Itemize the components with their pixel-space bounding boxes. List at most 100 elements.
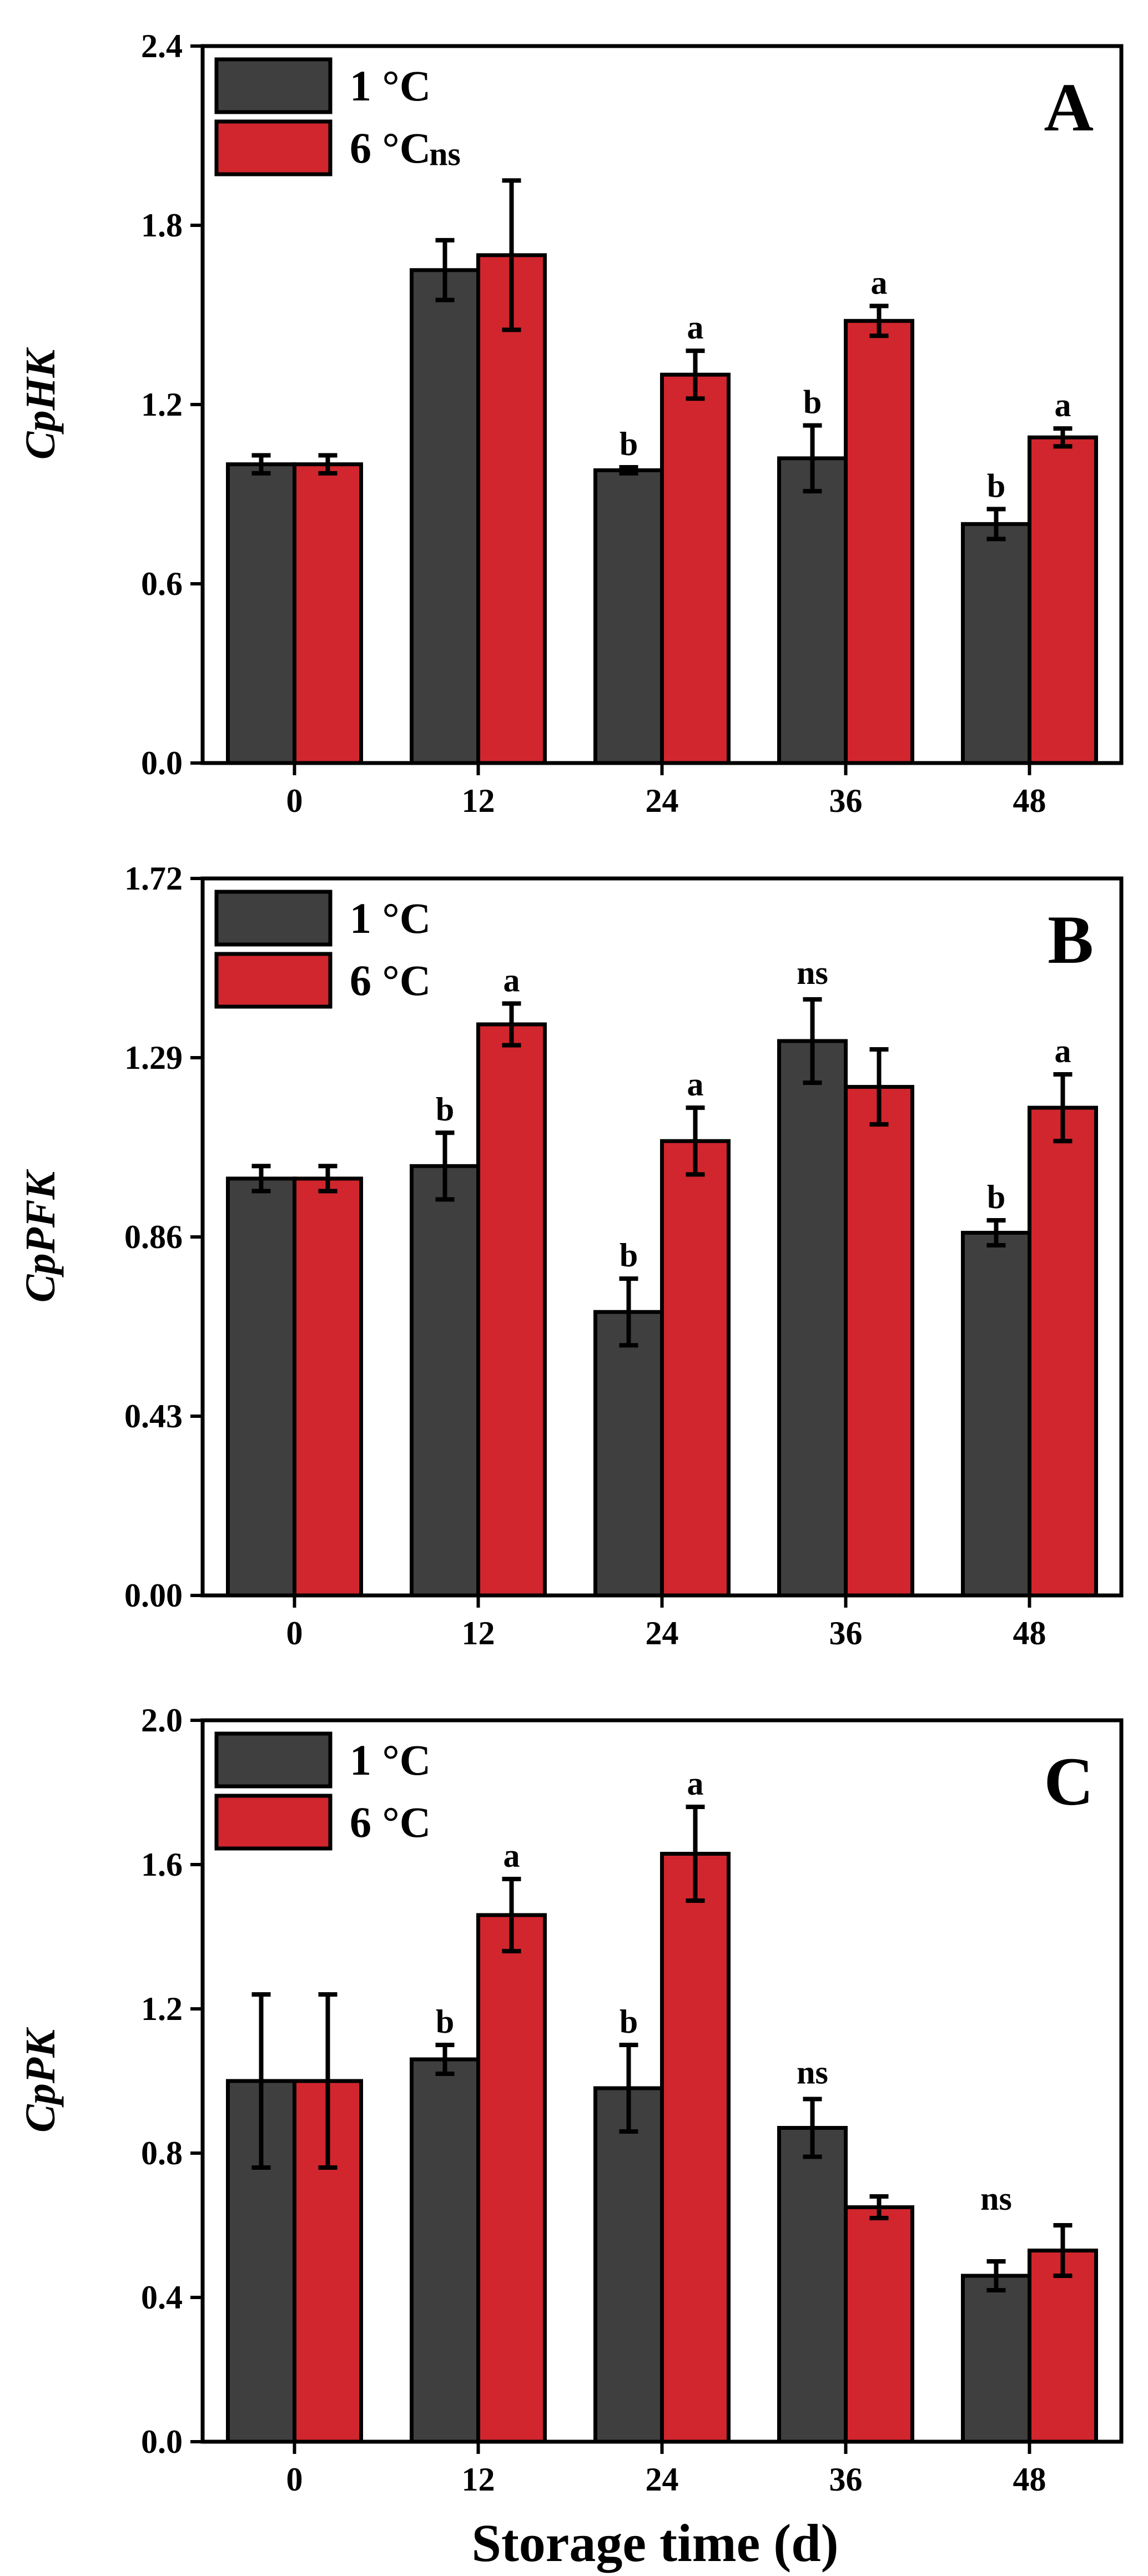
y-tick-label: 2.4 bbox=[141, 28, 183, 64]
y-tick-label: 2.0 bbox=[141, 1702, 183, 1739]
significance-label: a bbox=[687, 1066, 704, 1103]
y-tick-label: 0.86 bbox=[124, 1219, 183, 1255]
significance-label: b bbox=[987, 1179, 1005, 1215]
x-tick-label: 48 bbox=[1013, 782, 1046, 819]
bar-1c-0 bbox=[226, 462, 296, 765]
x-tick-label: 48 bbox=[1013, 1615, 1046, 1651]
bar-6c-24 bbox=[660, 1139, 731, 1598]
bar-6c-12 bbox=[476, 1022, 547, 1598]
legend-label: 6 °C bbox=[350, 1798, 431, 1846]
significance-label: b bbox=[436, 1091, 454, 1128]
y-tick-label: 1.29 bbox=[124, 1039, 183, 1076]
legend-label: 6 °C bbox=[350, 956, 431, 1004]
y-tick-label: 0.0 bbox=[141, 2423, 183, 2460]
significance-label: ns bbox=[797, 954, 828, 991]
bar-1c-24 bbox=[593, 468, 664, 765]
bar-1c-0 bbox=[226, 1176, 296, 1598]
bar-1c-36 bbox=[777, 456, 848, 765]
chart-panel-C: 0.0 0.4 0.8 1.2 1.6 2.0 CpPK 0 12 b a 24 b a 36 ns 48 ns C… bbox=[17, 1702, 1124, 2498]
x-tick-label: 24 bbox=[646, 1615, 679, 1651]
y-tick-label: 1.2 bbox=[141, 1991, 183, 2027]
bar-6c-36 bbox=[844, 319, 914, 765]
x-tick-label: 36 bbox=[829, 1615, 863, 1651]
x-tick-label: 12 bbox=[462, 2461, 495, 2498]
bar-6c-48 bbox=[1028, 2249, 1098, 2444]
x-tick-label: 36 bbox=[829, 2461, 863, 2498]
chart-panel-A: 0.0 0.6 1.2 1.8 2.4 CpHK 0 12 ns 24 b a 36 b a 48 b a A 1 °… bbox=[17, 28, 1124, 819]
y-tick-label: 0.0 bbox=[141, 745, 183, 781]
panel-label: A bbox=[1044, 69, 1094, 145]
y-axis-title: CpPK bbox=[17, 2027, 64, 2133]
panel-label: C bbox=[1044, 1744, 1094, 1820]
bar-6c-0 bbox=[293, 462, 363, 765]
significance-label: b bbox=[620, 2003, 638, 2040]
y-tick-label: 1.6 bbox=[141, 1846, 183, 1883]
panel-label: B bbox=[1048, 902, 1094, 978]
bar-1c-12 bbox=[410, 268, 480, 765]
legend-label: 6 °C bbox=[350, 124, 431, 172]
legend-label: 1 °C bbox=[350, 62, 431, 110]
bar-6c-12 bbox=[476, 253, 547, 765]
legend-swatch-1c bbox=[214, 57, 333, 114]
bar-6c-36 bbox=[844, 2205, 914, 2444]
chart-panel-B: 0.00 0.43 0.86 1.29 1.72 CpPFK 0 12 b a 24 b a 36 ns 48… bbox=[17, 860, 1124, 1651]
bar-6c-12 bbox=[476, 1913, 547, 2444]
x-tick-label: 48 bbox=[1013, 2461, 1046, 2498]
bar-6c-48 bbox=[1028, 1105, 1098, 1598]
x-axis-title: Storage time (d) bbox=[471, 2513, 838, 2573]
bar-1c-48 bbox=[961, 1230, 1031, 1598]
x-tick-label: 36 bbox=[829, 782, 863, 819]
x-tick-label: 24 bbox=[646, 2461, 679, 2498]
bar-6c-24 bbox=[660, 372, 731, 765]
y-tick-label: 1.8 bbox=[141, 207, 183, 244]
x-tick-label: 0 bbox=[286, 1615, 303, 1651]
significance-label: b bbox=[620, 426, 638, 462]
significance-label: a bbox=[1055, 387, 1071, 423]
significance-label: ns bbox=[797, 2054, 828, 2091]
bar-1c-36 bbox=[777, 2126, 848, 2444]
y-axis-title: CpPFK bbox=[17, 1169, 64, 1302]
significance-label: b bbox=[803, 384, 822, 421]
legend-swatch-6c bbox=[214, 1794, 333, 1851]
x-tick-label: 12 bbox=[462, 1615, 495, 1651]
significance-label: b bbox=[987, 467, 1005, 504]
significance-label: a bbox=[1055, 1033, 1071, 1069]
bar-6c-0 bbox=[293, 1176, 363, 1598]
legend-swatch-6c bbox=[214, 952, 333, 1009]
bar-1c-12 bbox=[410, 2057, 480, 2444]
significance-label: a bbox=[503, 962, 520, 998]
significance-label: a bbox=[871, 264, 888, 301]
legend-label: 1 °C bbox=[350, 1736, 431, 1784]
y-tick-label: 0.00 bbox=[124, 1577, 183, 1614]
legend-swatch-1c bbox=[214, 890, 333, 947]
y-axis-title: CpHK bbox=[17, 347, 64, 459]
y-tick-label: 0.6 bbox=[141, 565, 183, 602]
x-tick-label: 24 bbox=[646, 782, 679, 819]
bar-1c-48 bbox=[961, 2274, 1031, 2444]
significance-label: ns bbox=[429, 135, 461, 172]
significance-label: a bbox=[503, 1837, 520, 1874]
legend-swatch-1c bbox=[214, 1731, 333, 1789]
bar-6c-36 bbox=[844, 1085, 914, 1598]
bar-1c-12 bbox=[410, 1164, 480, 1598]
significance-label: a bbox=[687, 1765, 704, 1802]
bar-1c-24 bbox=[593, 1310, 664, 1598]
legend-label: 1 °C bbox=[350, 894, 431, 942]
x-tick-label: 0 bbox=[286, 2461, 303, 2498]
bar-1c-36 bbox=[777, 1039, 848, 1598]
legend-swatch-6c bbox=[214, 119, 333, 176]
bar-6c-24 bbox=[660, 1852, 731, 2444]
bar-1c-24 bbox=[593, 2086, 664, 2444]
significance-label: b bbox=[620, 1237, 638, 1274]
significance-label: ns bbox=[980, 2180, 1012, 2217]
chart-panels: 0.0 0.6 1.2 1.8 2.4 CpHK 0 12 ns 24 b a 36 b a 48 b a A 1 °… bbox=[17, 28, 1124, 2498]
bar-1c-48 bbox=[961, 522, 1031, 765]
y-tick-label: 1.2 bbox=[141, 386, 183, 423]
bar-6c-48 bbox=[1028, 435, 1098, 765]
x-tick-label: 12 bbox=[462, 782, 495, 819]
x-tick-label: 0 bbox=[286, 782, 303, 819]
y-tick-label: 0.43 bbox=[124, 1398, 183, 1435]
y-tick-label: 0.8 bbox=[141, 2135, 183, 2171]
y-tick-label: 0.4 bbox=[141, 2279, 183, 2316]
